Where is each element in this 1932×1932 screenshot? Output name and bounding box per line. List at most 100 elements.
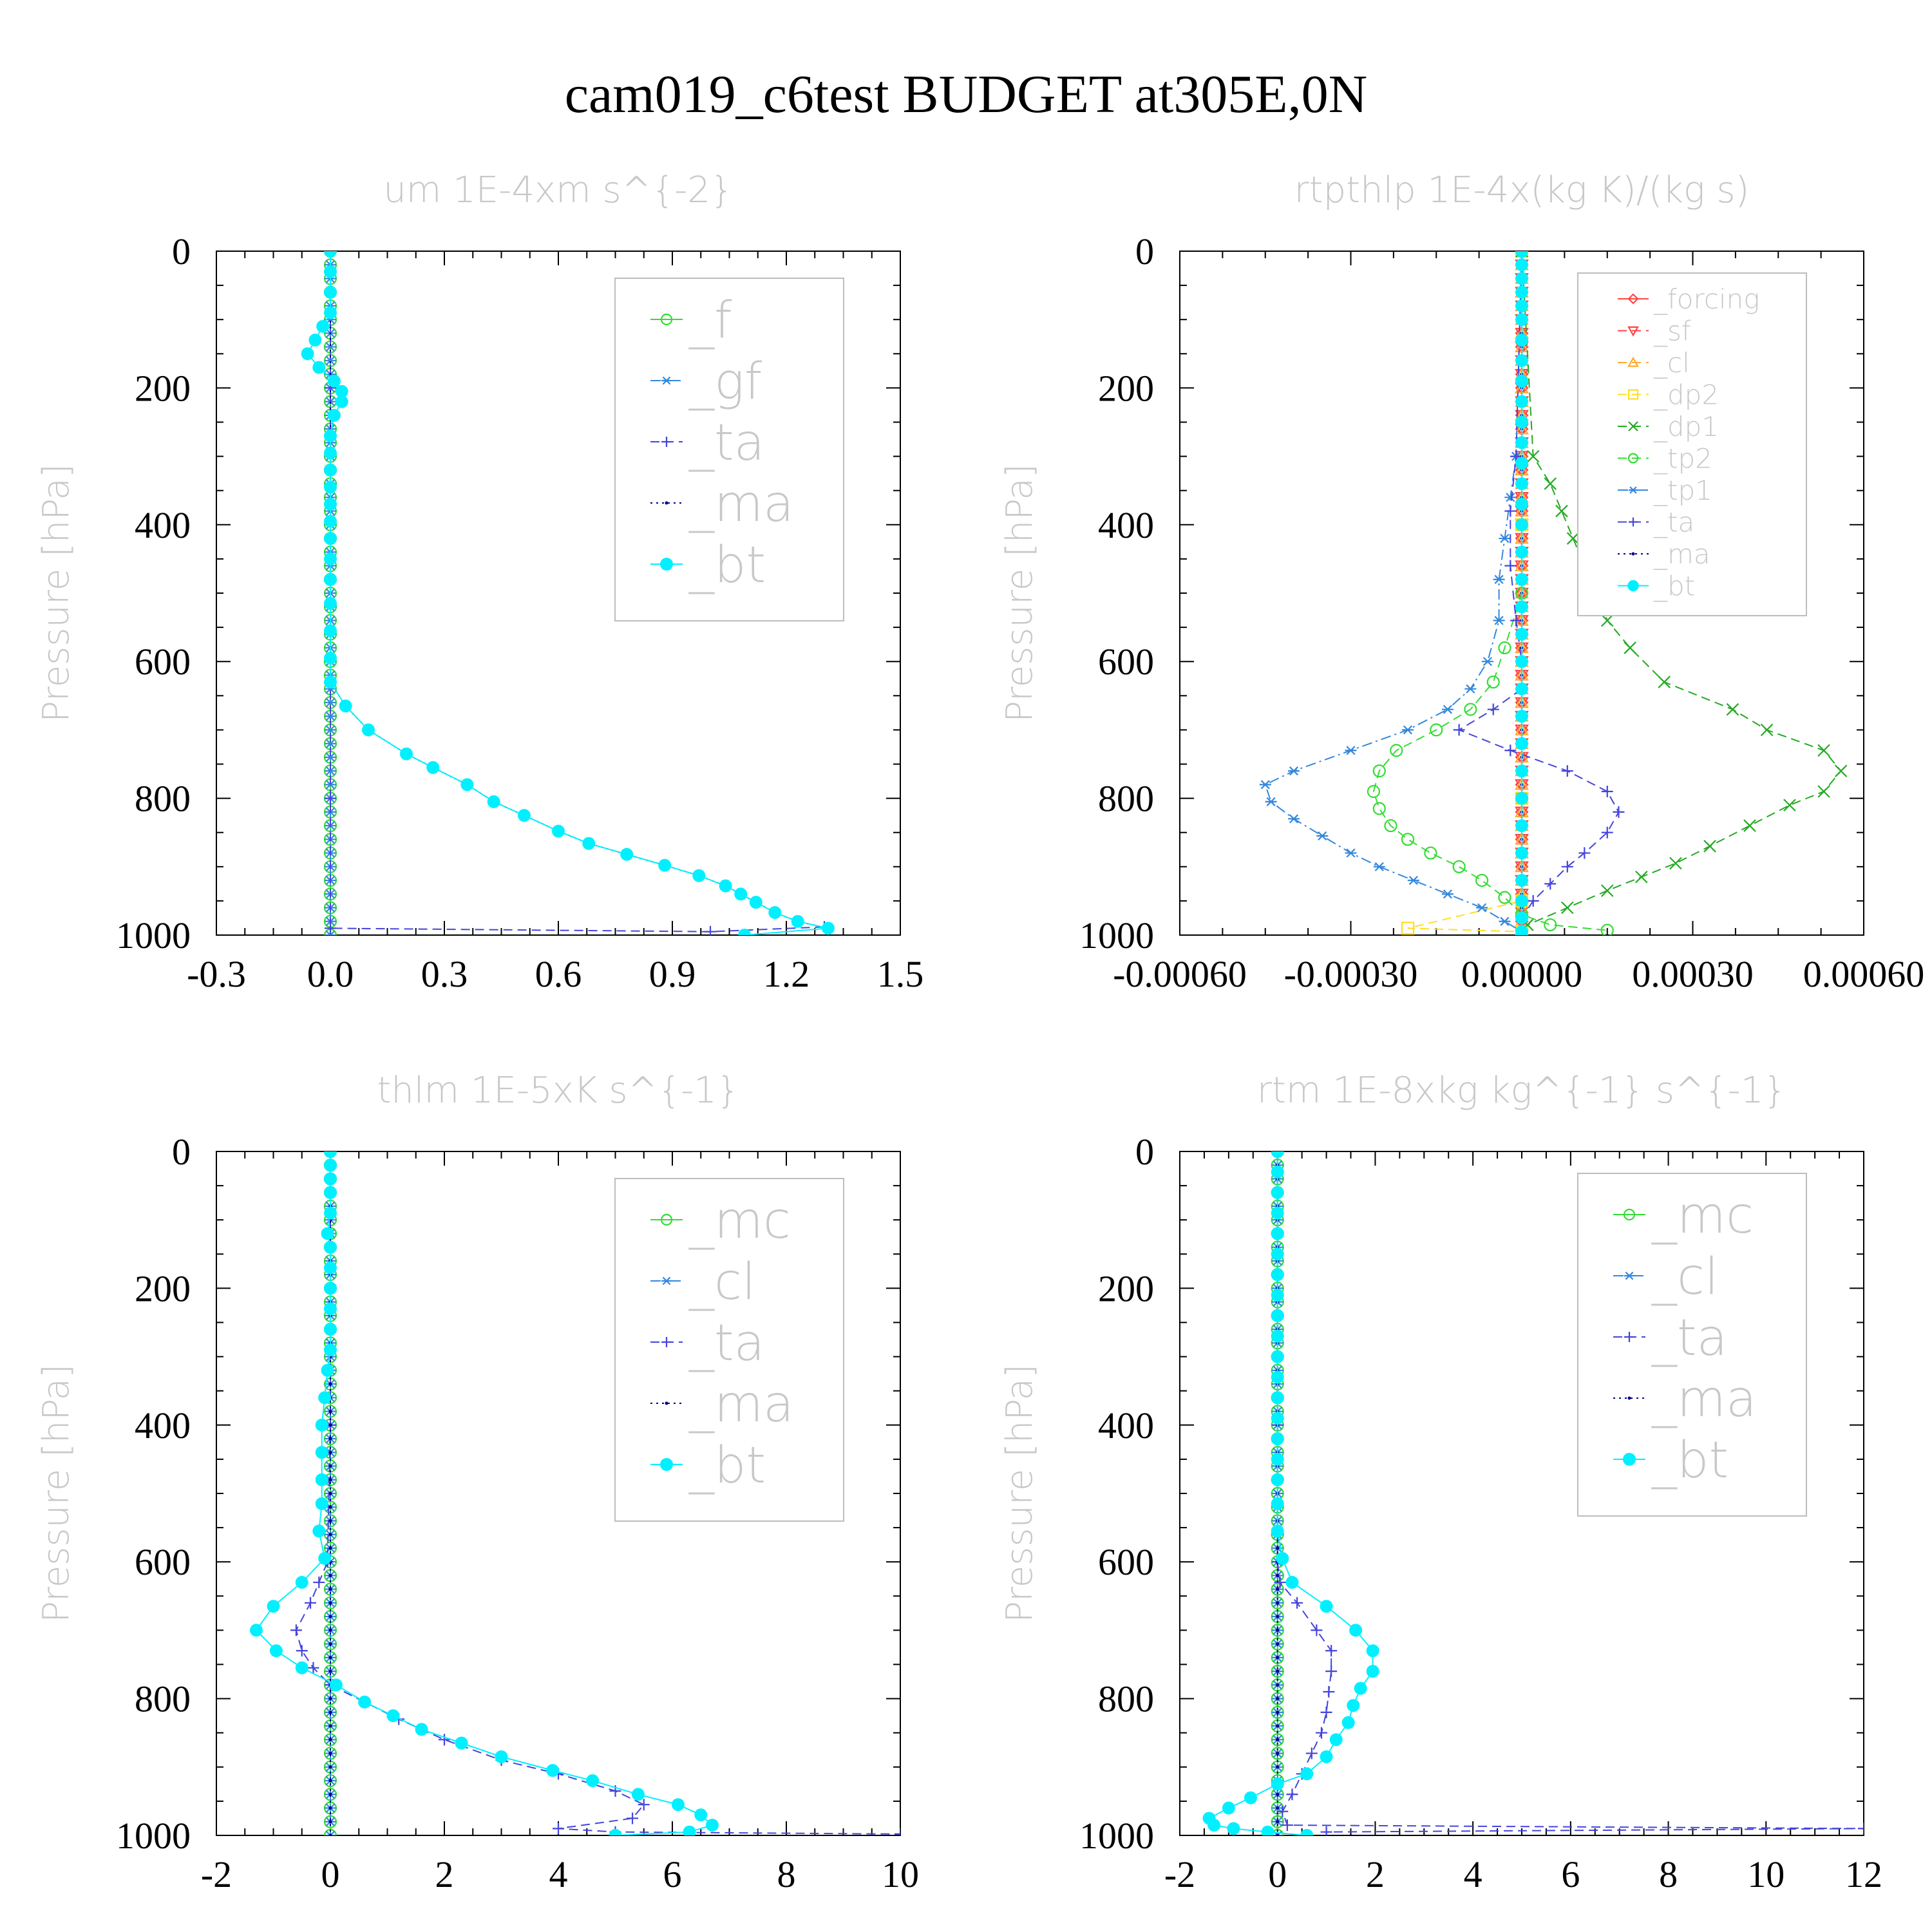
- data-point: [1320, 1826, 1332, 1835]
- data-point: [1276, 1833, 1280, 1835]
- data-point: [1276, 1738, 1280, 1741]
- legend-entry: _ma: [688, 475, 794, 533]
- y-tick-label: 1000: [1079, 1815, 1154, 1857]
- data-point: [1354, 1681, 1367, 1695]
- y-tick-label: 0: [172, 1131, 191, 1173]
- data-point: [1817, 744, 1830, 757]
- panel-title: thlm 1E-5xK s^{-1}: [377, 1070, 739, 1112]
- legend-marker: [1627, 356, 1639, 367]
- legend-marker: [1629, 517, 1638, 527]
- data-point: [1291, 1596, 1303, 1609]
- y-tick-label: 0: [1135, 231, 1154, 272]
- data-point: [692, 869, 706, 882]
- data-point: [1276, 1551, 1289, 1565]
- data-point: [315, 1418, 328, 1432]
- data-point: [1487, 703, 1499, 715]
- legend-entry: _ta: [688, 414, 764, 472]
- data-point: [1658, 676, 1671, 688]
- data-point: [1453, 724, 1465, 736]
- data-point: [1367, 784, 1380, 799]
- data-point: [1613, 806, 1625, 818]
- legend-entry: _mc: [688, 1192, 791, 1250]
- legend-entry: _ta: [1651, 1309, 1727, 1367]
- data-point: [1366, 1665, 1379, 1678]
- data-point: [1515, 251, 1528, 258]
- data-point: [1271, 1165, 1284, 1179]
- data-point: [1274, 1577, 1286, 1589]
- data-point: [1515, 655, 1528, 668]
- legend-box: [1577, 272, 1807, 616]
- data-point: [1515, 272, 1528, 285]
- data-point: [1276, 1656, 1280, 1660]
- data-point: [1345, 848, 1357, 858]
- data-point: [1390, 744, 1403, 757]
- data-point: [1323, 1685, 1335, 1698]
- data-point: [1499, 533, 1511, 544]
- legend-marker: [665, 1401, 668, 1405]
- data-point: [415, 1723, 428, 1736]
- data-point: [1515, 354, 1528, 367]
- data-point: [705, 1819, 719, 1832]
- data-point: [1515, 436, 1528, 450]
- legend-entry: _gf: [688, 353, 762, 411]
- y-tick-label: 600: [1098, 641, 1154, 683]
- data-point: [895, 1828, 900, 1835]
- legend-entry: _bt: [1653, 571, 1695, 602]
- data-point: [1515, 457, 1528, 470]
- data-point: [328, 1752, 332, 1756]
- legend-entry: _ta: [688, 1314, 764, 1372]
- data-point: [1373, 862, 1385, 871]
- data-point: [328, 1724, 332, 1728]
- data-point: [325, 922, 336, 934]
- data-point: [1407, 875, 1419, 886]
- data-point: [1498, 641, 1511, 655]
- legend-entry: _dp2: [1653, 379, 1719, 411]
- data-point: [1271, 1206, 1284, 1220]
- data-point: [1601, 826, 1613, 838]
- data-point: [609, 1829, 622, 1835]
- x-tick-label: 4: [549, 1853, 568, 1895]
- data-point: [328, 1792, 332, 1796]
- data-point: [316, 319, 330, 333]
- data-point: [1227, 1822, 1240, 1835]
- data-point: [308, 334, 322, 347]
- x-tick-label: -0.00030: [1284, 953, 1418, 995]
- data-point: [1515, 285, 1528, 299]
- data-point: [1347, 1699, 1360, 1712]
- data-point: [324, 265, 337, 278]
- data-point: [1401, 833, 1415, 846]
- series-line: [1407, 251, 1522, 933]
- legend-marker: [1627, 453, 1639, 464]
- series-dp2: [1401, 251, 1529, 935]
- data-point: [325, 780, 336, 790]
- legend-entry: _tp2: [1653, 443, 1712, 475]
- data-point: [324, 552, 337, 565]
- panel-title: rtpthlp 1E-4x(kg K)/(kg s): [1294, 169, 1750, 211]
- data-point: [1300, 1767, 1314, 1781]
- data-point: [1515, 518, 1528, 531]
- data-point: [1276, 1615, 1280, 1618]
- data-point: [296, 1645, 308, 1657]
- data-point: [1271, 1227, 1284, 1240]
- data-point: [1515, 791, 1528, 805]
- legend-marker: [1627, 580, 1639, 592]
- data-point: [324, 251, 337, 258]
- legend-marker: [1623, 1453, 1636, 1466]
- y-tick-label: 600: [1098, 1541, 1154, 1583]
- data-point: [1515, 395, 1528, 408]
- data-point: [1504, 744, 1517, 757]
- data-point: [1276, 1601, 1280, 1605]
- data-point: [324, 1302, 337, 1316]
- y-tick-label: 400: [1098, 1405, 1154, 1446]
- data-point: [1424, 846, 1437, 860]
- data-point: [1515, 819, 1528, 833]
- data-point: [1366, 1644, 1379, 1658]
- data-point: [1515, 682, 1528, 696]
- data-point: [546, 1764, 560, 1777]
- series-group: [301, 251, 835, 935]
- series-bt: [249, 1151, 719, 1835]
- series-bt: [1202, 1151, 1379, 1835]
- data-point: [1430, 723, 1443, 737]
- data-point: [1635, 870, 1648, 884]
- data-point: [1600, 614, 1614, 627]
